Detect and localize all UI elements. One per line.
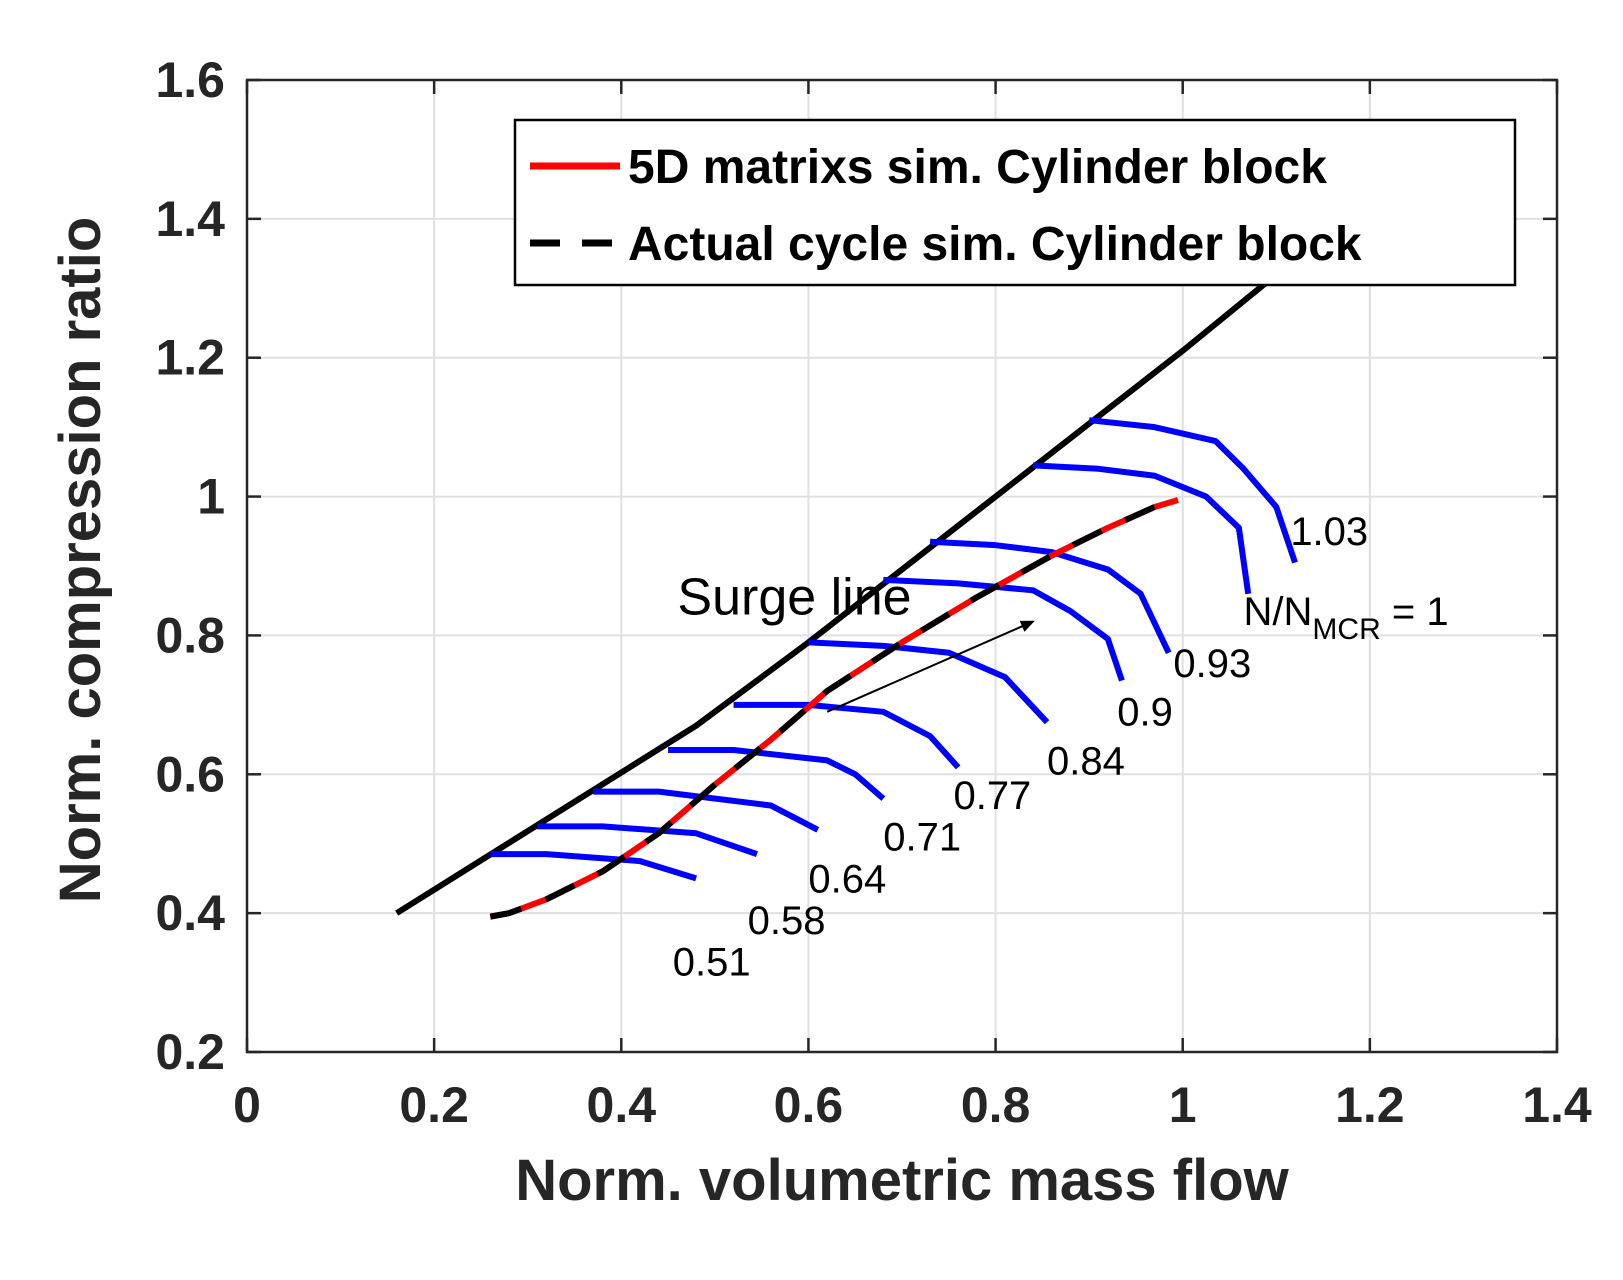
legend: 5D matrixs sim. Cylinder block Actual cy… [513, 118, 1517, 287]
annotations: Surge line 0.510.580.640.710.77 0.840.90.9… [673, 510, 1449, 984]
speed-line [668, 746, 886, 801]
y-tick-label: 0.2 [155, 1024, 225, 1080]
speed-line [808, 639, 1050, 725]
nominal-speed-label-subscript: MCR [1312, 613, 1380, 646]
speed-line-label: 0.71 [883, 816, 961, 860]
y-tick-label: 1.6 [155, 52, 225, 108]
nominal-speed-label: N/NMCR = 1 [1244, 590, 1449, 646]
speed-line-label: 0.77 [953, 774, 1031, 818]
increasing-speed-arrow [826, 620, 1035, 713]
speed-line-label: 0.51 [673, 941, 751, 985]
plot-area-frame [245, 78, 1559, 1054]
speed-line [593, 788, 820, 833]
y-tick-label: 0.8 [155, 607, 225, 663]
y-tick-label: 1.4 [155, 191, 225, 247]
y-axis-label: Norm. compression ratio [48, 217, 113, 903]
series-layer [395, 272, 1298, 920]
speed-line [1032, 462, 1252, 595]
speed-line-label: 0.9 [1117, 691, 1173, 735]
x-tick-label: 1.4 [1522, 1077, 1592, 1133]
x-tick-label: 0 [233, 1077, 261, 1133]
speed-line [929, 538, 1172, 655]
operating-line-actual-cycle [489, 497, 1179, 920]
y-tick-label: 1.2 [155, 330, 225, 386]
x-tick-label: 0.6 [774, 1077, 844, 1133]
legend-label-actual-cycle: Actual cycle sim. Cylinder block [628, 218, 1362, 271]
legend-label-5d-matrix: 5D matrixs sim. Cylinder block [628, 141, 1327, 194]
x-tick-label: 0.2 [399, 1077, 469, 1133]
speed-line [490, 851, 698, 882]
speed-line-label: 0.93 [1173, 642, 1251, 686]
surge-line [395, 272, 1279, 916]
y-tick-label: 0.4 [155, 885, 225, 941]
x-tick-label: 1.2 [1335, 1077, 1405, 1133]
speed-line-label: 0.64 [808, 857, 886, 901]
y-tick-label: 1 [197, 469, 225, 525]
nominal-speed-label-tail: = 1 [1381, 590, 1449, 634]
surge-line-label: Surge line [677, 569, 911, 627]
x-tick-label: 0.4 [587, 1077, 657, 1133]
x-axis-label: Norm. volumetric mass flow [515, 1148, 1289, 1213]
speed-line [733, 701, 961, 770]
speed-line-label: 0.58 [748, 899, 826, 943]
speed-line [883, 576, 1125, 682]
y-tick-label: 0.6 [155, 746, 225, 802]
nominal-speed-label-main: N/N [1244, 590, 1313, 634]
speed-line-label: 0.84 [1047, 739, 1125, 783]
speed-line-label: 1.03 [1290, 510, 1368, 554]
speed-line [537, 823, 758, 857]
axis-ticks: 0 0.2 0.4 0.6 0.8 1 1.2 1.40.20.40.60.811.21.41… [155, 52, 1591, 1133]
speed-line [1088, 417, 1298, 564]
x-tick-label: 1 [1169, 1077, 1197, 1133]
legend-box [513, 118, 1517, 287]
x-tick-label: 0.8 [961, 1077, 1031, 1133]
